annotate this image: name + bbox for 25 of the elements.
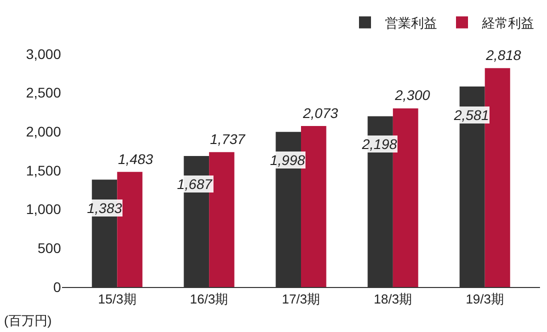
- y-tick-label: 1,500: [26, 162, 62, 178]
- x-tick-label: 16/3期: [190, 292, 228, 307]
- x-tick-label: 17/3期: [282, 292, 320, 307]
- data-label: 1,687: [177, 176, 214, 192]
- y-tick-label: 2,500: [26, 84, 62, 101]
- x-tick-label: 15/3期: [98, 292, 136, 307]
- y-tick-label: 0: [53, 278, 62, 295]
- x-tick-label: 19/3期: [466, 292, 504, 307]
- y-tick-label: 2,000: [26, 124, 62, 140]
- data-label: 2,300: [394, 87, 430, 103]
- data-label: 1,383: [87, 200, 122, 216]
- data-label: 2,818: [485, 47, 522, 63]
- data-label: 1,483: [118, 151, 154, 167]
- data-label: 2,581: [453, 107, 490, 123]
- y-axis-title: (百万円): [4, 313, 52, 328]
- data-label: 1,737: [210, 131, 246, 147]
- data-label: 1,998: [270, 152, 306, 168]
- legend-label: 経常利益: [481, 15, 534, 30]
- data-label: 2,198: [361, 136, 398, 152]
- y-tick-label: 1,000: [26, 201, 62, 218]
- y-tick-label: 3,000: [26, 46, 62, 62]
- legend-label: 営業利益: [385, 15, 437, 30]
- y-tick-label: 500: [38, 240, 62, 256]
- x-tick-label: 18/3期: [374, 292, 412, 307]
- data-label: 2,073: [302, 105, 338, 121]
